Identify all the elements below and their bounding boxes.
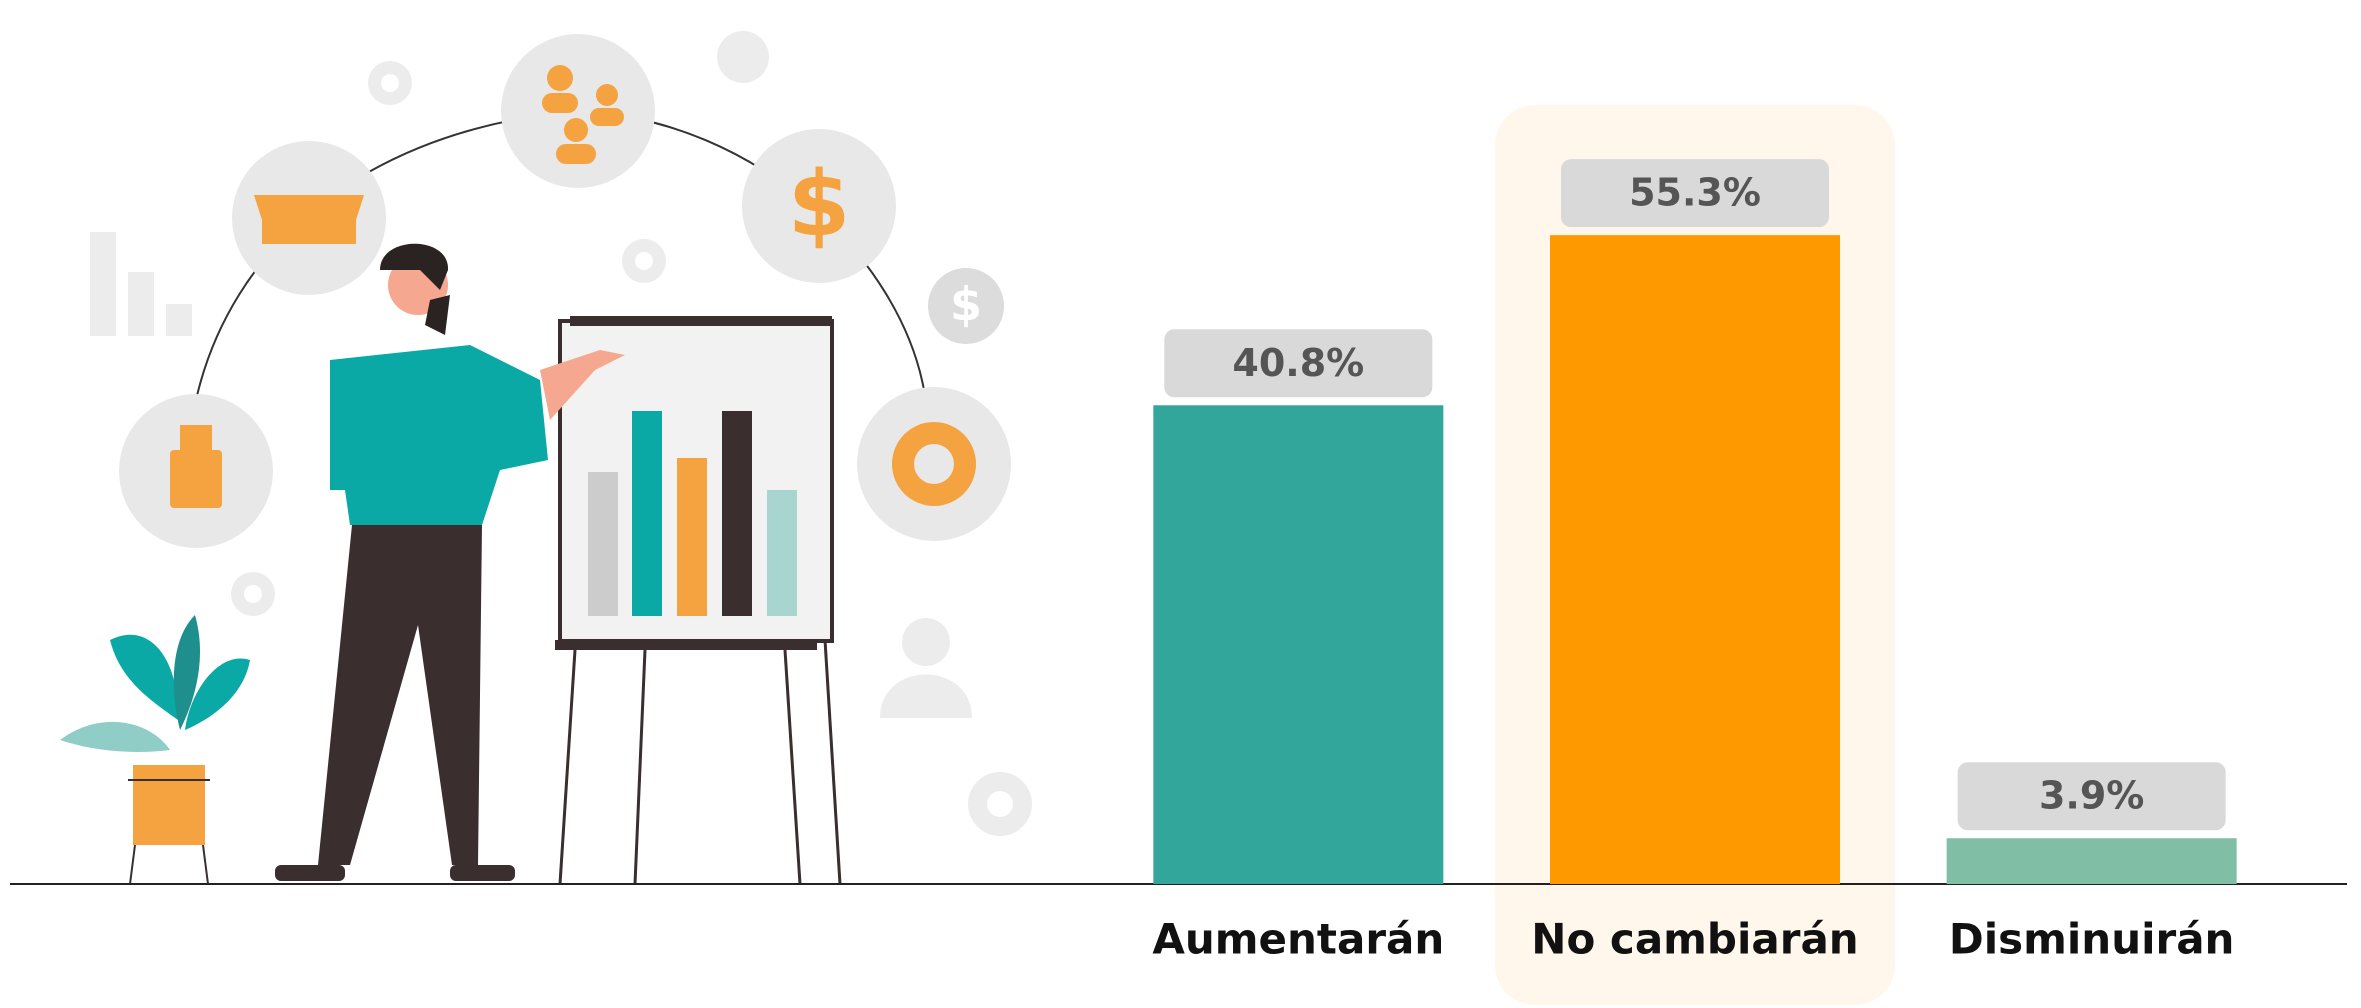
decor-circle <box>564 118 588 142</box>
illustration: $ $ <box>60 31 1032 885</box>
decor-circle <box>987 791 1013 817</box>
decor-circle <box>742 129 896 283</box>
decor-circle <box>717 31 769 83</box>
decor-path <box>425 295 450 335</box>
x-tick-label: Aumentarán <box>1152 915 1444 964</box>
decor-path <box>380 243 449 290</box>
x-tick-label: Disminuirán <box>1949 915 2235 964</box>
bar <box>1946 838 2237 884</box>
value-label: 55.3% <box>1629 171 1761 215</box>
decor-rect <box>450 865 515 881</box>
decor-g <box>128 779 210 885</box>
decor-rect <box>90 232 116 336</box>
decor-rect <box>275 865 345 881</box>
decor-circle <box>244 585 262 603</box>
decor-circle <box>547 65 573 91</box>
decor-rect <box>632 411 662 616</box>
decor-rect <box>722 411 752 616</box>
decor-circle <box>381 74 399 92</box>
decor-path <box>60 721 170 752</box>
decor-circle <box>501 34 655 188</box>
value-label: 3.9% <box>2039 774 2144 818</box>
decor-line <box>823 639 842 885</box>
value-label: 40.8% <box>1232 341 1364 385</box>
x-tick-label: No cambiarán <box>1531 915 1858 964</box>
decor-line <box>202 844 209 885</box>
decor-polygon <box>254 195 364 220</box>
decor-rect <box>180 425 212 455</box>
decor-rect <box>555 640 817 650</box>
decor-rect <box>128 272 154 336</box>
value-label-box <box>1957 762 2226 831</box>
decor-line <box>129 844 136 885</box>
decor-text: $ <box>788 152 851 257</box>
decor-g <box>90 31 1032 836</box>
decor-rect <box>556 144 596 164</box>
decor-circle <box>928 268 1004 344</box>
decor-rect <box>590 108 624 126</box>
decor-path <box>318 525 482 865</box>
decor-path <box>110 634 179 720</box>
decor-path <box>880 674 972 718</box>
decor-line <box>633 649 647 885</box>
decor-g <box>244 74 1013 817</box>
decor-path <box>173 615 200 730</box>
decor-circle <box>914 444 954 484</box>
decor-path <box>540 350 625 420</box>
decor-path <box>185 658 250 730</box>
decor-rect <box>170 450 222 508</box>
decor-rect <box>133 765 205 845</box>
value-label-box <box>1561 159 1829 228</box>
decor-circle <box>596 84 618 106</box>
decor-rect <box>166 304 192 336</box>
decor-path <box>330 345 548 525</box>
decor-rect <box>570 316 832 326</box>
decor-rect <box>677 458 707 616</box>
bar <box>1550 235 1840 884</box>
value-label-box <box>1164 329 1433 398</box>
bar <box>1153 405 1444 884</box>
decor-rect <box>542 93 578 113</box>
decor-rect <box>767 490 797 616</box>
decor-line <box>783 649 802 885</box>
decor-g <box>588 472 618 616</box>
decor-circle <box>902 618 950 666</box>
decor-circle <box>635 252 653 270</box>
decor-text: $ <box>950 278 982 332</box>
decor-g <box>558 639 842 885</box>
decor-rect <box>588 472 618 616</box>
decor-line <box>558 649 577 885</box>
